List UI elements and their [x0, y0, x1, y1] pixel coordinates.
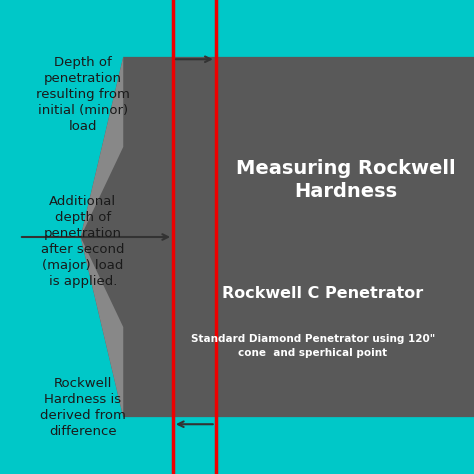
Text: Additional
depth of
penetration
after second
(major) load
is applied.: Additional depth of penetration after se… — [41, 195, 125, 288]
Text: Measuring Rockwell
Hardness: Measuring Rockwell Hardness — [236, 159, 456, 201]
Text: Standard Diamond Penetrator using 120"
cone  and sperhical point: Standard Diamond Penetrator using 120" c… — [191, 335, 435, 357]
Polygon shape — [81, 237, 123, 417]
Text: Rockwell
Hardness is
derived from
difference: Rockwell Hardness is derived from differ… — [40, 377, 126, 438]
Polygon shape — [81, 57, 123, 237]
Text: Depth of
penetration
resulting from
initial (minor)
load: Depth of penetration resulting from init… — [36, 56, 130, 133]
Text: Rockwell C Penetrator: Rockwell C Penetrator — [222, 286, 423, 301]
Polygon shape — [81, 57, 474, 417]
